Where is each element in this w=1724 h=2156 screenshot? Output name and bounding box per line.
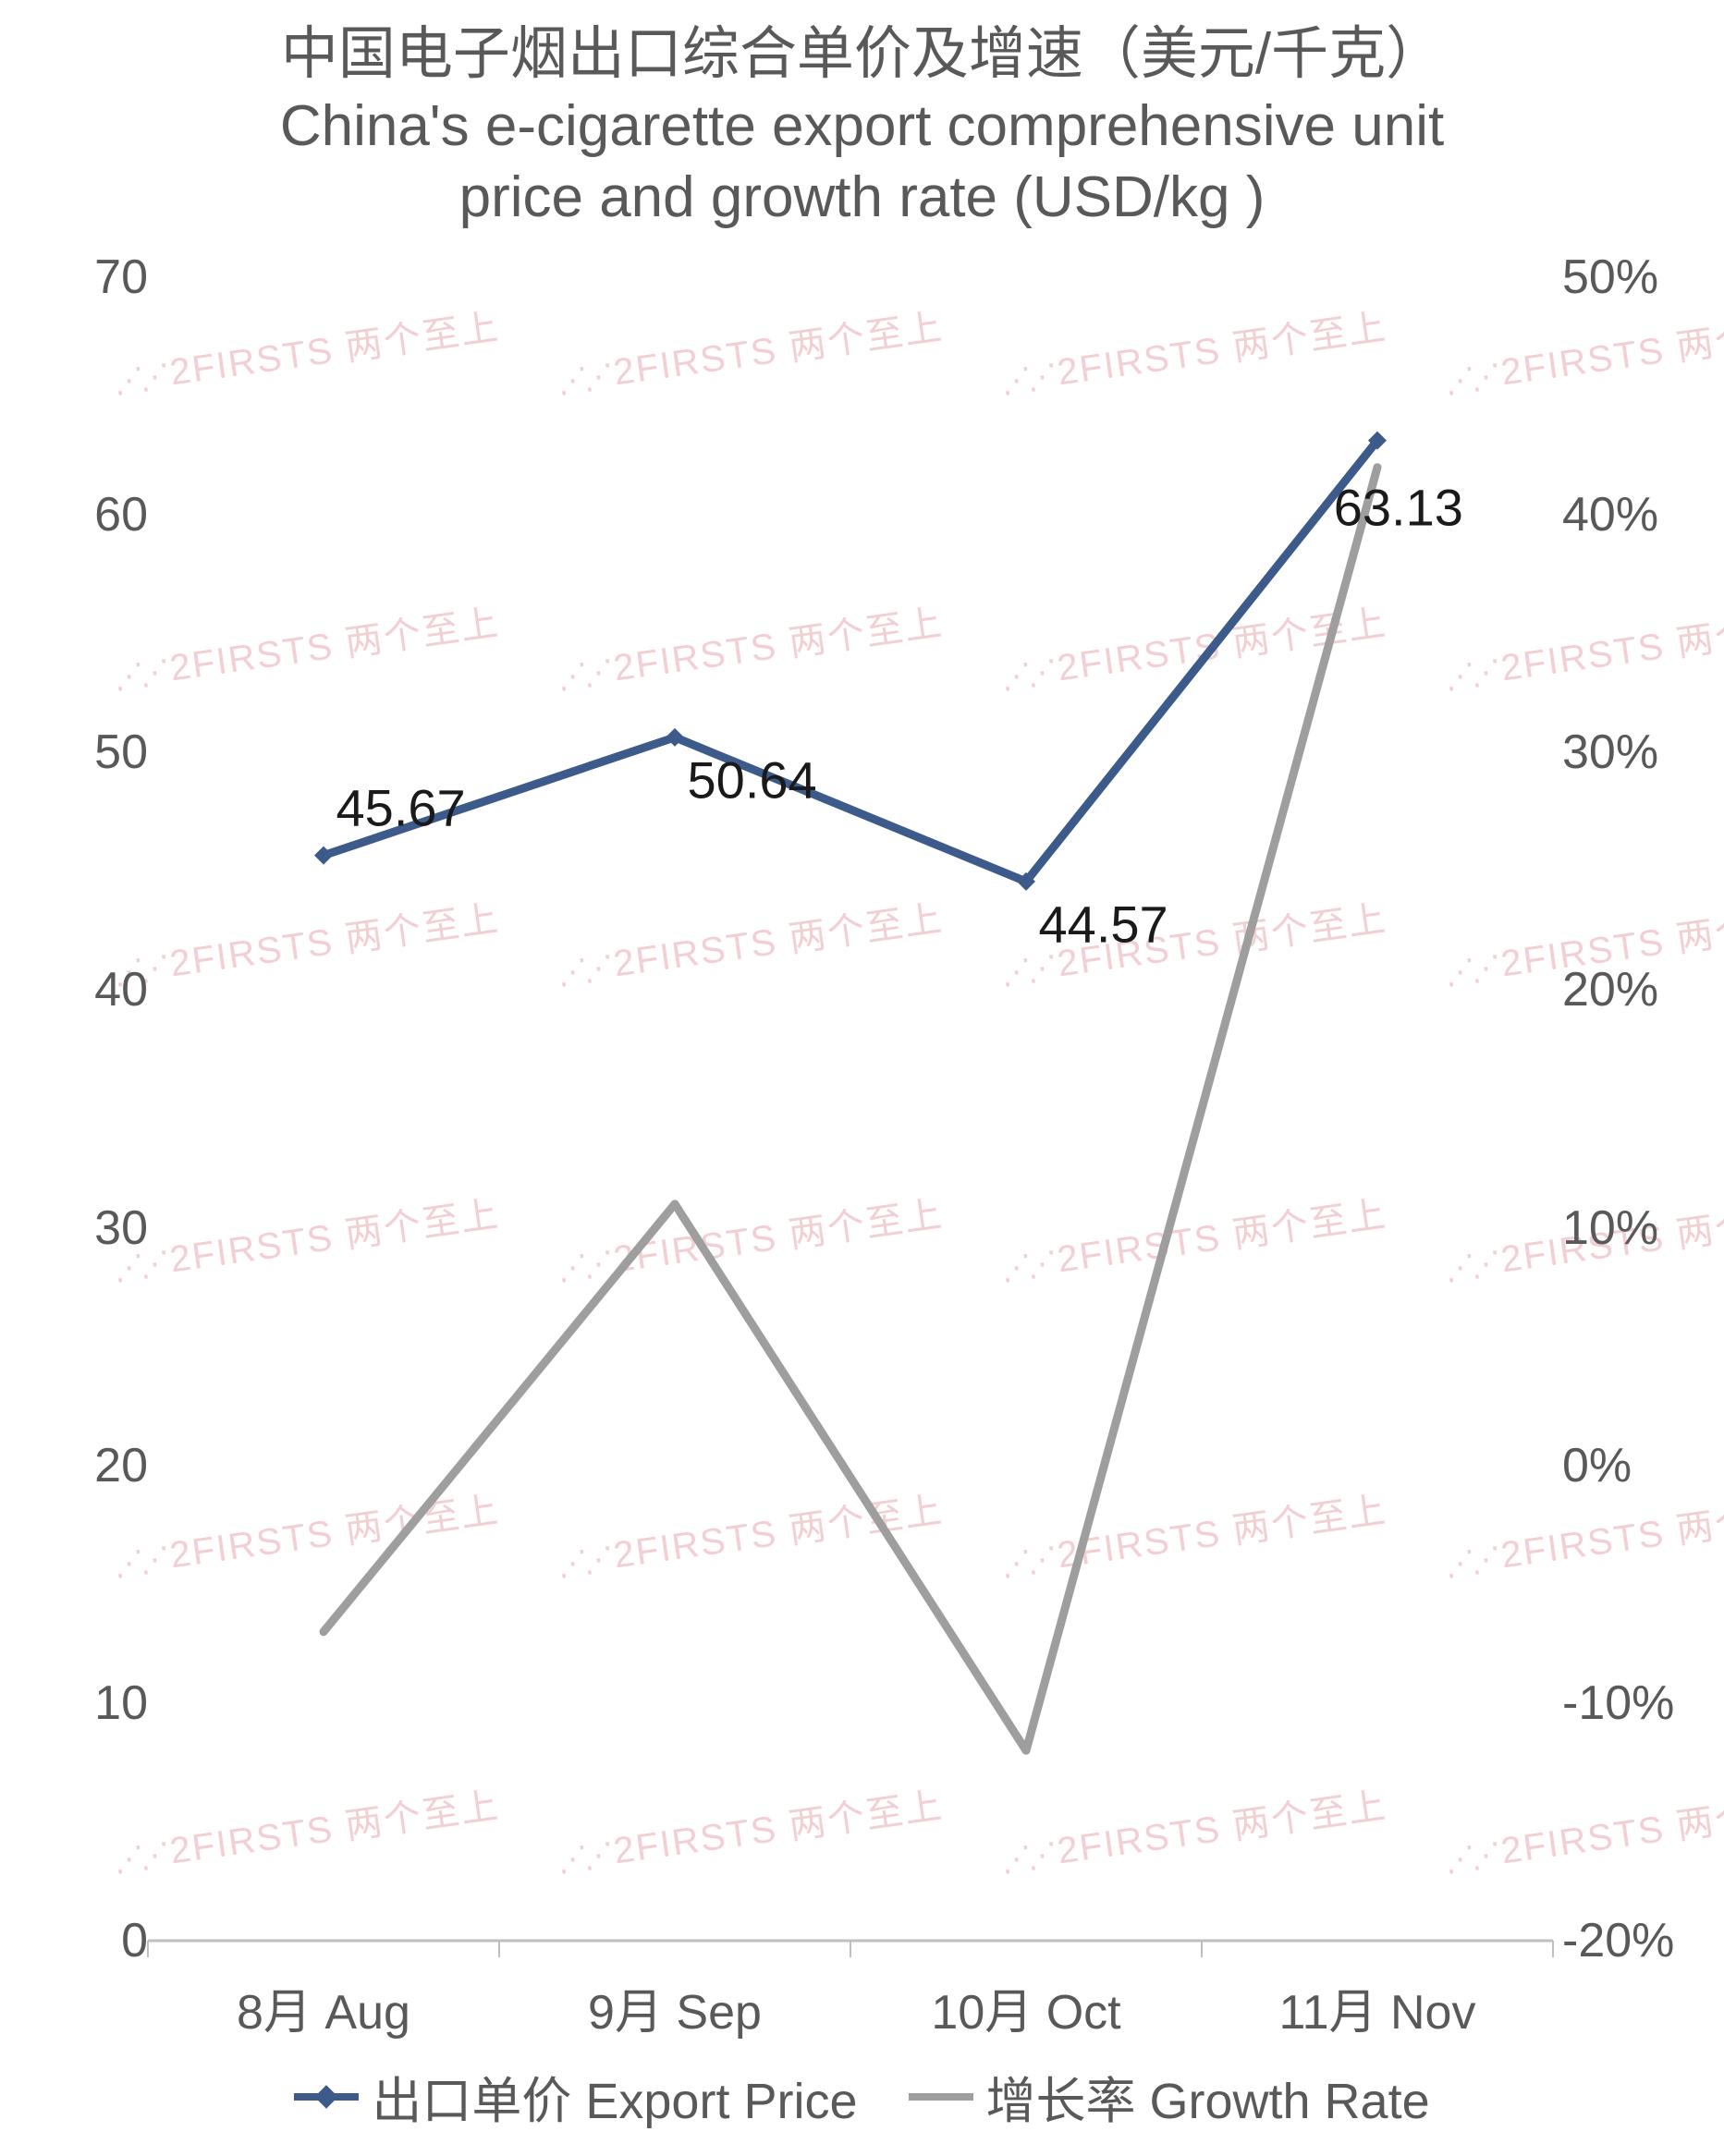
- y-left-tick-label: 60: [0, 487, 148, 542]
- chart-container: 中国电子烟出口综合单价及增速（美元/千克） China's e-cigarett…: [0, 0, 1724, 2156]
- y-right-tick-label: 0%: [1562, 1438, 1724, 1493]
- legend-marker-diamond-icon: [294, 2093, 359, 2101]
- plot-area: 45.67 50.64 44.57 63.13: [148, 277, 1553, 1941]
- y-right-axis-labels: -20%-10%0%10%20%30%40%50%: [1553, 277, 1724, 1941]
- y-left-tick-label: 20: [0, 1438, 148, 1493]
- x-axis-labels: 8月 Aug9月 Sep10月 Oct11月 Nov: [148, 1955, 1553, 2028]
- chart-title: 中国电子烟出口综合单价及增速（美元/千克） China's e-cigarett…: [0, 18, 1724, 234]
- y-left-axis-labels: 010203040506070: [0, 277, 148, 1941]
- legend: 出口单价 Export Price 增长率 Growth Rate: [0, 2055, 1724, 2134]
- y-right-tick-label: 20%: [1562, 962, 1724, 1017]
- y-right-tick-label: 40%: [1562, 487, 1724, 542]
- y-right-tick-label: 10%: [1562, 1200, 1724, 1256]
- title-line-3: price and growth rate (USD/kg ): [0, 162, 1724, 234]
- y-left-tick-label: 0: [0, 1913, 148, 1968]
- data-label: 44.57: [1039, 895, 1168, 955]
- x-tick-label: 10月 Oct: [931, 1973, 1120, 2042]
- legend-line-icon: [909, 2093, 973, 2101]
- y-left-tick-label: 50: [0, 725, 148, 780]
- legend-item-growth-rate: 增长率 Growth Rate: [909, 2060, 1430, 2133]
- x-tick-label: 9月 Sep: [588, 1973, 762, 2042]
- legend-label-export-price: 出口单价 Export Price: [372, 2060, 857, 2133]
- y-right-tick-label: -10%: [1562, 1675, 1724, 1731]
- y-right-tick-label: 30%: [1562, 725, 1724, 780]
- y-left-tick-label: 30: [0, 1200, 148, 1256]
- y-right-tick-label: 50%: [1562, 250, 1724, 305]
- x-tick-label: 8月 Aug: [237, 1973, 410, 2042]
- data-label: 45.67: [336, 778, 466, 838]
- data-label: 50.64: [688, 750, 817, 810]
- y-left-tick-label: 70: [0, 250, 148, 305]
- title-line-1: 中国电子烟出口综合单价及增速（美元/千克）: [0, 18, 1724, 91]
- title-line-2: China's e-cigarette export comprehensive…: [0, 91, 1724, 163]
- x-tick-label: 11月 Nov: [1279, 1973, 1476, 2042]
- data-label: 63.13: [1334, 477, 1463, 537]
- y-left-tick-label: 10: [0, 1675, 148, 1731]
- y-right-tick-label: -20%: [1562, 1913, 1724, 1968]
- legend-item-export-price: 出口单价 Export Price: [294, 2060, 857, 2133]
- y-left-tick-label: 40: [0, 962, 148, 1017]
- legend-label-growth-rate: 增长率 Growth Rate: [986, 2060, 1430, 2133]
